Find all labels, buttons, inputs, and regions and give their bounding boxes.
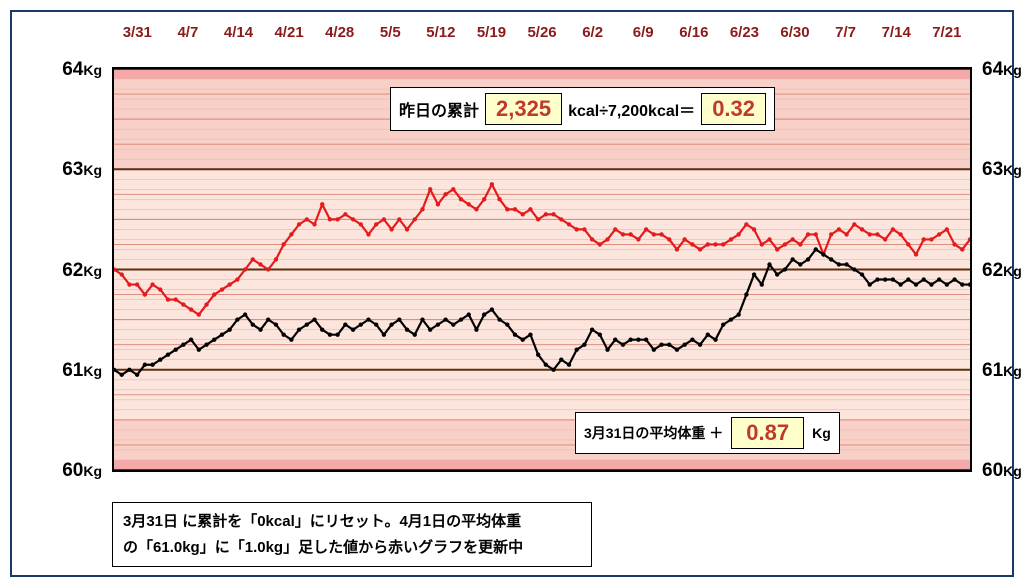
x-label: 5/26 bbox=[517, 24, 568, 41]
fn-l2b: 61.0kg bbox=[153, 539, 200, 556]
info-top-value2: 0.32 bbox=[701, 93, 766, 125]
info-top-value1: 2,325 bbox=[485, 93, 562, 125]
fn-l2d: 1.0kg bbox=[245, 539, 283, 556]
y-label: 60Kg bbox=[982, 461, 1024, 480]
fn-l1b: に累計を「 bbox=[178, 513, 257, 530]
y-label: 61Kg bbox=[982, 361, 1024, 380]
info-bottom-value: 0.87 bbox=[731, 417, 804, 449]
y-axis-left: 64Kg 63Kg 62Kg 61Kg 60Kg bbox=[42, 60, 102, 480]
x-label: 7/14 bbox=[871, 24, 922, 41]
y-label: 64Kg bbox=[982, 60, 1024, 79]
fn-l1e: 4月1日 bbox=[399, 513, 446, 530]
y-label: 60Kg bbox=[42, 461, 102, 480]
x-label: 6/9 bbox=[618, 24, 669, 41]
info-bottom-label: 3月31日の平均体重 ＋ bbox=[584, 423, 723, 443]
footnote: 3月31日 に累計を「0kcal」にリセット。4月1日の平均体重 の「61.0k… bbox=[112, 502, 592, 567]
x-label: 5/5 bbox=[365, 24, 416, 41]
x-label: 7/7 bbox=[820, 24, 871, 41]
info-top-label1: 昨日の累計 bbox=[399, 97, 479, 121]
y-label: 61Kg bbox=[42, 361, 102, 380]
x-axis-labels: 3/314/74/144/214/285/55/125/195/266/26/9… bbox=[112, 24, 972, 41]
info-box-bottom: 3月31日の平均体重 ＋ 0.87 Kg bbox=[575, 412, 840, 454]
y-label: 64Kg bbox=[42, 60, 102, 79]
info-top-mid: kcal÷7,200kcal＝ bbox=[568, 97, 695, 121]
fn-l2a: の「 bbox=[123, 539, 153, 556]
fn-l2e: 」足した値から赤いグラフを更新中 bbox=[283, 539, 523, 556]
x-label: 4/28 bbox=[314, 24, 365, 41]
x-label: 7/21 bbox=[922, 24, 973, 41]
fn-l1d: 」にリセット。 bbox=[295, 513, 400, 530]
y-axis-right: 64Kg 63Kg 62Kg 61Kg 60Kg bbox=[982, 60, 1024, 480]
y-label: 63Kg bbox=[42, 160, 102, 179]
fn-l1f: の平均体重 bbox=[446, 513, 521, 530]
x-label: 5/19 bbox=[466, 24, 517, 41]
fn-l1c: 0kcal bbox=[257, 513, 295, 530]
y-label: 63Kg bbox=[982, 160, 1024, 179]
x-label: 6/23 bbox=[719, 24, 770, 41]
x-label: 4/14 bbox=[213, 24, 264, 41]
fn-l1a: 3月31日 bbox=[123, 513, 178, 530]
y-label: 62Kg bbox=[982, 261, 1024, 280]
x-label: 6/2 bbox=[567, 24, 618, 41]
info-box-top: 昨日の累計 2,325 kcal÷7,200kcal＝ 0.32 bbox=[390, 87, 775, 131]
x-label: 5/12 bbox=[416, 24, 467, 41]
fn-l2c: 」に「 bbox=[200, 539, 245, 556]
x-label: 6/16 bbox=[669, 24, 720, 41]
x-label: 4/7 bbox=[163, 24, 214, 41]
y-label: 62Kg bbox=[42, 261, 102, 280]
x-label: 4/21 bbox=[264, 24, 315, 41]
chart-container: 3/314/74/144/214/285/55/125/195/266/26/9… bbox=[10, 10, 1014, 577]
info-bottom-unit: Kg bbox=[812, 425, 831, 441]
x-label: 6/30 bbox=[770, 24, 821, 41]
x-label: 3/31 bbox=[112, 24, 163, 41]
